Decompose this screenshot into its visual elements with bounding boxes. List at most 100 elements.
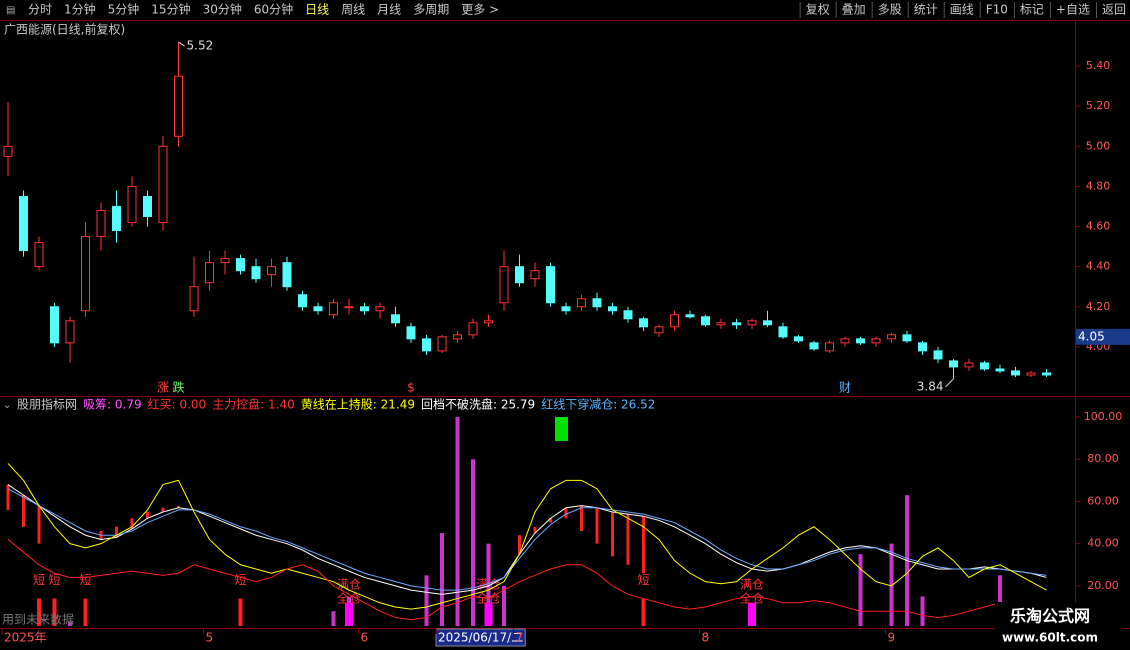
indicator-bar — [484, 602, 493, 626]
candle-body — [530, 270, 540, 280]
indicator-bar — [858, 554, 863, 626]
candle-body — [515, 266, 524, 284]
tool-button[interactable]: 复权 — [806, 3, 830, 17]
candle-body — [453, 334, 462, 340]
tool-button[interactable]: 画线 — [950, 3, 974, 17]
signal-label: 短 — [79, 573, 91, 587]
tool-button[interactable]: 多股 — [878, 3, 902, 17]
watermark-title: 乐淘公式网 — [1010, 607, 1090, 626]
candle-body — [375, 306, 385, 312]
candle-body — [127, 185, 137, 224]
period-tab[interactable]: 日线 — [305, 3, 329, 17]
indicator-bar — [83, 598, 88, 626]
x-tick-label: 5 — [206, 631, 214, 645]
period-tab[interactable]: 分时 — [28, 3, 52, 17]
candle-body — [1026, 372, 1036, 376]
x-tick-label: 2025年 — [4, 631, 47, 645]
indicator-bar — [115, 526, 118, 538]
candle-body — [747, 320, 757, 326]
candle-body — [763, 320, 772, 326]
indicator-bar — [6, 484, 10, 510]
x-tick-label: 8 — [702, 631, 710, 645]
candle-body — [112, 205, 121, 232]
indicator-bar — [68, 621, 72, 626]
tool-button[interactable]: 返回 — [1102, 3, 1126, 17]
last-price-box — [1076, 328, 1130, 345]
candle-body — [933, 350, 943, 360]
indicator-bar — [440, 533, 444, 626]
legend-item: 主力控盘: 1.40 — [212, 397, 295, 412]
indicator-bar — [146, 512, 149, 519]
indicator-bar — [642, 516, 645, 574]
tool-button[interactable]: 叠加 — [842, 3, 866, 17]
indicator-bar — [641, 598, 646, 626]
period-tab[interactable]: 月线 — [377, 3, 401, 17]
tool-button[interactable]: 标记 — [1020, 3, 1044, 17]
event-marker: $ — [407, 381, 415, 395]
indicator-bar — [502, 585, 506, 626]
indicator-bar — [331, 611, 336, 626]
candle-body — [654, 326, 664, 334]
indicator-toggle: ⌄ — [3, 400, 11, 411]
indicator-bar — [998, 575, 1002, 626]
period-tab[interactable]: 5分钟 — [108, 2, 140, 17]
signal-sublabel: 全仓 — [740, 590, 764, 605]
period-tab[interactable]: 周线 — [341, 3, 365, 17]
menu-icon: ▤ — [6, 5, 15, 16]
legend-item: 回档不破洗盘: 25.79 — [421, 397, 535, 412]
tool-button[interactable]: F10 — [986, 3, 1008, 17]
indicator-bar — [486, 543, 491, 626]
max-pointer — [178, 41, 185, 47]
candle-body — [701, 316, 710, 326]
candle-body — [670, 314, 679, 328]
candle-body — [778, 326, 788, 338]
indicator-bar — [564, 507, 568, 519]
x-tick-label: 2025/06/17/二 — [438, 631, 523, 645]
period-tab[interactable]: 15分钟 — [151, 2, 190, 17]
signal-label: 短 — [234, 573, 246, 587]
candle-body — [902, 334, 912, 342]
signal-label: 满仓 — [740, 577, 764, 591]
candle-body — [732, 322, 741, 326]
signal-label: 短 — [33, 573, 45, 587]
x-cursor-box — [435, 628, 526, 647]
candle-body — [220, 258, 230, 264]
indicator-bar — [748, 602, 756, 626]
event-marker: 涨 — [157, 380, 169, 395]
watermark-box — [995, 602, 1123, 648]
period-tab[interactable]: 1分钟 — [64, 2, 96, 17]
min-pointer — [945, 378, 954, 388]
signal-block — [555, 417, 568, 441]
max-label: 5.52 — [187, 39, 214, 53]
y-tick-label: 4.60 — [1086, 220, 1111, 233]
candle-body — [65, 320, 75, 344]
indicator-bar — [161, 507, 165, 512]
period-tab[interactable]: 30分钟 — [203, 2, 242, 17]
candle-body — [344, 306, 354, 309]
tool-button[interactable]: +自选 — [1056, 3, 1090, 17]
candle-body — [918, 342, 927, 352]
candle-body — [484, 320, 493, 324]
event-marker: 跌 — [172, 380, 184, 395]
tool-button[interactable]: 统计 — [914, 3, 938, 17]
candle-body — [809, 342, 819, 350]
signal-label: 短 — [637, 573, 649, 587]
y-tick-label: 5.40 — [1086, 59, 1111, 72]
candle-body — [685, 314, 695, 318]
y-tick-label: 5.00 — [1086, 139, 1111, 152]
candle-body — [360, 306, 369, 312]
indicator-bar — [455, 417, 460, 626]
candle-body — [499, 266, 509, 304]
legend-item: 吸筹: 0.79 — [83, 398, 142, 412]
candle-body — [3, 145, 13, 157]
period-tab[interactable]: 多周期 — [413, 3, 449, 17]
candle-body — [81, 236, 90, 312]
period-tab[interactable]: 60分钟 — [254, 2, 293, 17]
y-tick-label: 20.00 — [1087, 579, 1119, 592]
candle-body — [995, 368, 1005, 372]
indicator-bar — [130, 518, 134, 529]
candle-body — [189, 286, 199, 312]
indicator-line — [7, 539, 1047, 621]
indicator-bar — [518, 535, 521, 555]
period-tab[interactable]: 更多 > — [461, 3, 499, 17]
